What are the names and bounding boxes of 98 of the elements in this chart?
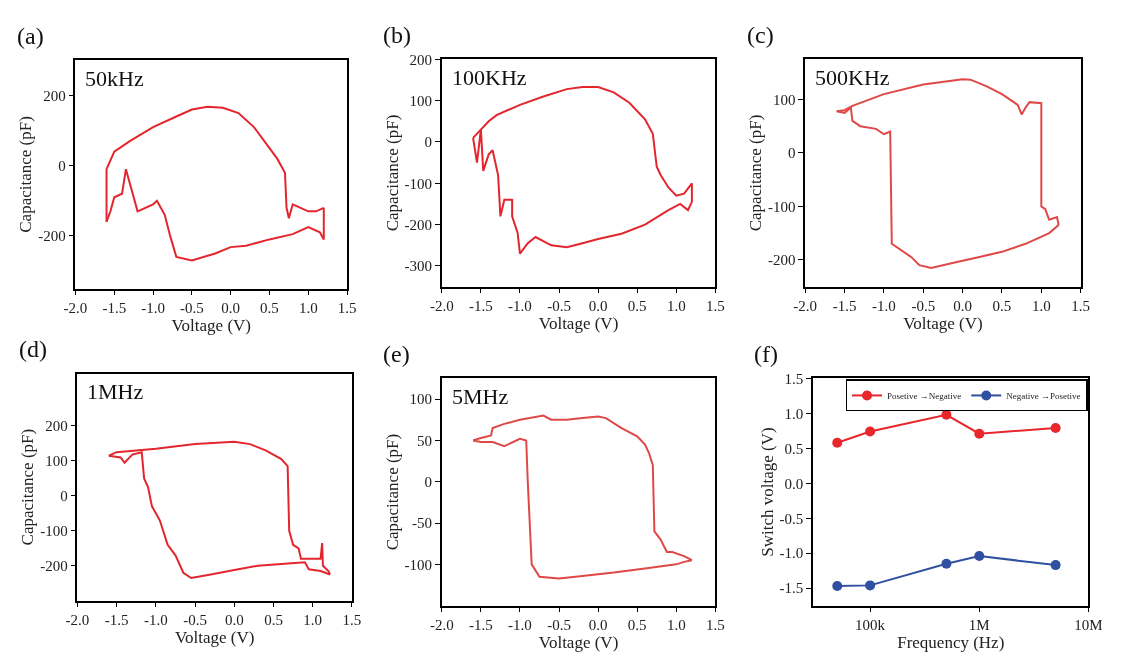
x-tick-label: -0.5 [547,617,571,634]
x-axis-title: Voltage (V) [903,314,983,334]
x-tick-label: -1.5 [832,298,857,315]
x-tick-label: -2.0 [429,298,454,315]
x-tick-label: -2.0 [63,300,88,317]
y-tick-label: -100 [404,175,433,192]
y-tick-label: 0 [60,488,68,505]
x-tick-label: -0.5 [547,298,571,315]
y-tick-label: 200 [409,51,433,68]
x-tick-label: 1M [968,617,990,634]
x-tick-label: 0.5 [264,612,283,629]
y-tick-label: 100 [45,453,68,470]
x-tick-label: 1.0 [1031,298,1051,315]
x-tick-label: 1.5 [705,617,725,634]
chart-title: (c) [747,22,774,48]
x-tick-label: -1.0 [872,298,896,315]
x-axis-title: Voltage (V) [538,314,619,334]
x-tick-label: -1.0 [508,298,532,315]
annotation: 5MHz [452,384,509,409]
x-axis-title: Voltage (V) [538,633,619,653]
y-tick-label: -300 [404,258,433,275]
annotation: 100KHz [452,65,527,90]
y-tick-label: -1.5 [779,580,804,597]
y-axis-title: Capacitance (pF) [16,116,36,233]
x-tick-label: -2.0 [793,298,818,315]
y-tick-label: 0 [424,473,433,490]
y-tick-label: 0.5 [784,440,804,457]
x-tick-label: -1.0 [144,612,168,629]
x-tick-label: 1.5 [337,300,357,317]
x-tick-label: -2.0 [429,617,454,634]
y-tick-label: -50 [412,515,433,532]
x-tick-label: 1.5 [1071,298,1091,315]
x-axis-title: Voltage (V) [171,316,252,336]
y-axis-title: Capacitance (pF) [746,114,765,232]
x-tick-label: -0.5 [911,298,936,315]
y-tick-label: -100 [767,198,796,215]
x-tick-label: 0.5 [260,300,279,317]
x-tick-label: 0.0 [588,617,608,634]
x-tick-label: 0.5 [627,617,647,634]
y-tick-label: -100 [40,523,68,540]
y-tick-label: 50 [417,432,433,449]
y-tick-label: -1.0 [779,545,804,562]
x-axis-title: Voltage (V) [174,628,255,648]
y-tick-label: -200 [40,558,68,575]
x-tick-label: -1.0 [508,617,532,634]
x-tick-label: 0.0 [953,298,972,315]
x-tick-label: 0.5 [992,298,1012,315]
y-tick-label: -100 [404,556,433,573]
x-tick-label: -1.5 [102,300,127,317]
chart-title: (a) [17,23,44,49]
legend-label: Negative →Posetive [1006,390,1081,401]
y-axis-title: Capacitance (pF) [18,428,38,546]
y-tick-label: 100 [772,91,796,108]
y-tick-label: -200 [767,252,796,269]
x-tick-label: 10M [1074,617,1103,634]
y-axis-title: Capacitance (pF) [382,433,402,551]
y-tick-label: 200 [43,87,66,104]
x-tick-label: 0.0 [221,300,241,317]
legend-label: Posetive →Negative [887,390,962,401]
x-tick-label: -0.5 [180,300,204,317]
annotation: 500KHz [815,65,890,90]
chart-title: (f) [754,341,778,367]
x-tick-label: 1.0 [666,617,686,634]
x-tick-label: 1.5 [342,612,362,629]
x-tick-label: 1.5 [705,298,725,315]
x-tick-label: 0.0 [588,298,608,315]
x-tick-label: 100k [855,617,886,634]
x-tick-label: -0.5 [183,612,207,629]
x-axis-title: Frequency (Hz) [897,633,1005,653]
x-tick-label: -2.0 [65,612,90,629]
annotation: 50kHz [85,66,144,91]
y-tick-label: 0 [58,157,66,174]
y-tick-label: -200 [404,216,433,233]
y-tick-label: -0.5 [779,510,804,527]
annotation: 1MHz [87,379,144,404]
x-tick-label: -1.5 [469,617,493,634]
y-axis-title: Switch voltage (V) [757,427,777,557]
y-tick-label: 100 [409,92,433,109]
chart-title: (d) [19,336,47,362]
chart-title: (b) [383,22,411,48]
x-tick-label: -1.0 [141,300,165,317]
y-tick-label: 1.0 [784,405,804,422]
y-tick-label: 0 [424,134,433,151]
x-tick-label: 1.0 [303,612,323,629]
y-axis-title: Capacitance (pF) [382,114,402,232]
x-tick-label: 1.0 [666,298,686,315]
x-tick-label: 0.5 [627,298,647,315]
y-tick-label: 1.5 [784,370,804,387]
x-tick-label: 0.0 [224,612,244,629]
x-tick-label: 1.0 [298,300,318,317]
y-tick-label: 200 [45,418,68,435]
y-tick-label: 100 [409,391,433,408]
y-tick-label: 0 [787,145,796,162]
y-tick-label: 0.0 [784,475,804,492]
x-tick-label: -1.5 [469,298,493,315]
x-tick-label: -1.5 [104,612,129,629]
chart-title: (e) [383,341,410,367]
y-tick-label: -200 [38,228,66,245]
